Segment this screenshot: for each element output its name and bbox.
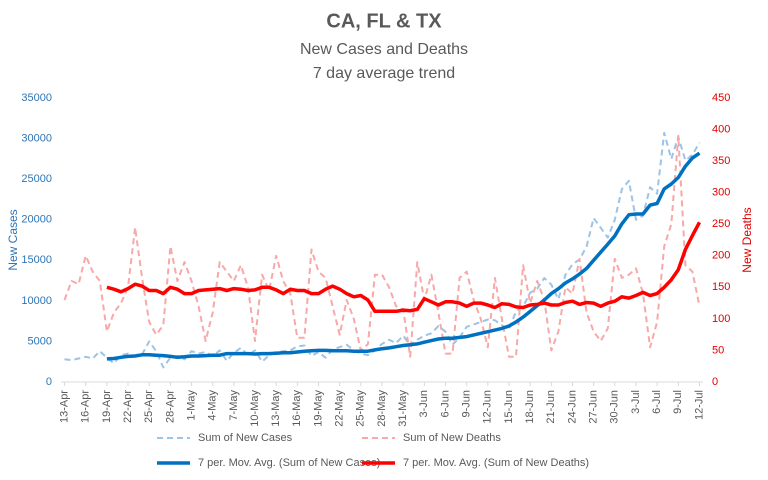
x-tick-label: 27-Jun xyxy=(588,390,600,424)
x-tick-label: 25-May xyxy=(355,390,367,427)
y2-tick-label: 250 xyxy=(712,218,730,230)
x-tick-label: 12-Jun xyxy=(482,390,494,424)
y2-tick-label: 50 xyxy=(712,344,724,356)
x-tick-label: 1-May xyxy=(185,390,197,421)
series-line xyxy=(106,151,701,361)
y2-tick-label: 450 xyxy=(712,92,730,104)
y2-tick-label: 300 xyxy=(712,187,730,199)
y-tick-label: 10000 xyxy=(21,295,52,307)
y2-tick-label: 350 xyxy=(712,155,730,167)
y-axis-label: New Cases xyxy=(6,209,20,270)
x-tick-label: 19-May xyxy=(312,390,324,427)
y-tick-label: 0 xyxy=(46,376,52,388)
chart-title: CA, FL & TX xyxy=(326,10,442,32)
x-tick-label: 6-Jul xyxy=(651,390,663,414)
chart-subtitle: 7 day average trend xyxy=(313,65,455,82)
legend-label: 7 per. Mov. Avg. (Sum of New Deaths) xyxy=(403,457,589,469)
x-tick-label: 30-Jun xyxy=(609,390,621,424)
y-tick-label: 35000 xyxy=(21,92,52,104)
x-tick-label: 16-Apr xyxy=(80,390,92,423)
y2-tick-label: 400 xyxy=(712,123,730,135)
legend-label: Sum of New Cases xyxy=(198,432,293,444)
x-tick-label: 7-May xyxy=(228,390,240,421)
x-tick-label: 13-Apr xyxy=(58,390,70,423)
x-tick-label: 28-May xyxy=(376,390,388,427)
x-tick-label: 3-Jun xyxy=(418,390,430,418)
y-tick-label: 25000 xyxy=(21,173,52,185)
x-tick-label: 21-Jun xyxy=(545,390,557,424)
x-tick-label: 18-Jun xyxy=(524,390,536,424)
x-tick-label: 19-Apr xyxy=(101,390,113,423)
y-tick-label: 5000 xyxy=(28,335,52,347)
x-tick-label: 15-Jun xyxy=(503,390,515,424)
y2-tick-label: 150 xyxy=(712,281,730,293)
x-tick-label: 22-Apr xyxy=(122,390,134,423)
x-tick-label: 22-May xyxy=(334,390,346,427)
series-line xyxy=(64,131,701,369)
series-line xyxy=(106,221,702,314)
x-tick-label: 9-Jul xyxy=(672,390,684,414)
x-tick-label: 6-Jun xyxy=(439,390,451,418)
y2-tick-label: 200 xyxy=(712,250,730,262)
x-tick-label: 9-Jun xyxy=(461,390,473,418)
x-tick-label: 24-Jun xyxy=(566,390,578,424)
y-tick-label: 30000 xyxy=(21,132,52,144)
y2-tick-label: 0 xyxy=(712,376,718,388)
x-tick-label: 10-May xyxy=(249,390,261,427)
legend-label: Sum of New Deaths xyxy=(403,432,501,444)
x-tick-label: 4-May xyxy=(207,390,219,421)
y2-tick-label: 100 xyxy=(712,313,730,325)
x-tick-label: 3-Jul xyxy=(630,390,642,414)
y-tick-label: 15000 xyxy=(21,254,52,266)
x-tick-label: 28-Apr xyxy=(164,390,176,423)
x-tick-label: 31-May xyxy=(397,390,409,427)
x-tick-label: 13-May xyxy=(270,390,282,427)
chart-subtitle: New Cases and Deaths xyxy=(300,41,468,58)
x-tick-label: 16-May xyxy=(291,390,303,427)
x-tick-label: 25-Apr xyxy=(143,390,155,423)
y2-axis-label: New Deaths xyxy=(740,207,754,272)
y-tick-label: 20000 xyxy=(21,214,52,226)
x-tick-label: 12-Jul xyxy=(693,390,705,420)
legend-label: 7 per. Mov. Avg. (Sum of New Cases) xyxy=(198,457,380,469)
